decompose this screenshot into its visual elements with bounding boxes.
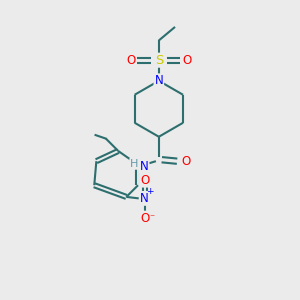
Text: N: N bbox=[154, 74, 163, 87]
Text: S: S bbox=[154, 54, 163, 67]
Text: O: O bbox=[182, 54, 191, 67]
Text: H: H bbox=[130, 159, 139, 169]
Text: O: O bbox=[181, 155, 190, 168]
Text: N: N bbox=[140, 192, 149, 205]
Text: O: O bbox=[140, 212, 149, 225]
Text: O: O bbox=[126, 54, 136, 67]
Text: ⁻: ⁻ bbox=[149, 213, 154, 223]
Text: +: + bbox=[146, 188, 154, 196]
Text: N: N bbox=[140, 160, 148, 173]
Text: O: O bbox=[140, 174, 149, 187]
